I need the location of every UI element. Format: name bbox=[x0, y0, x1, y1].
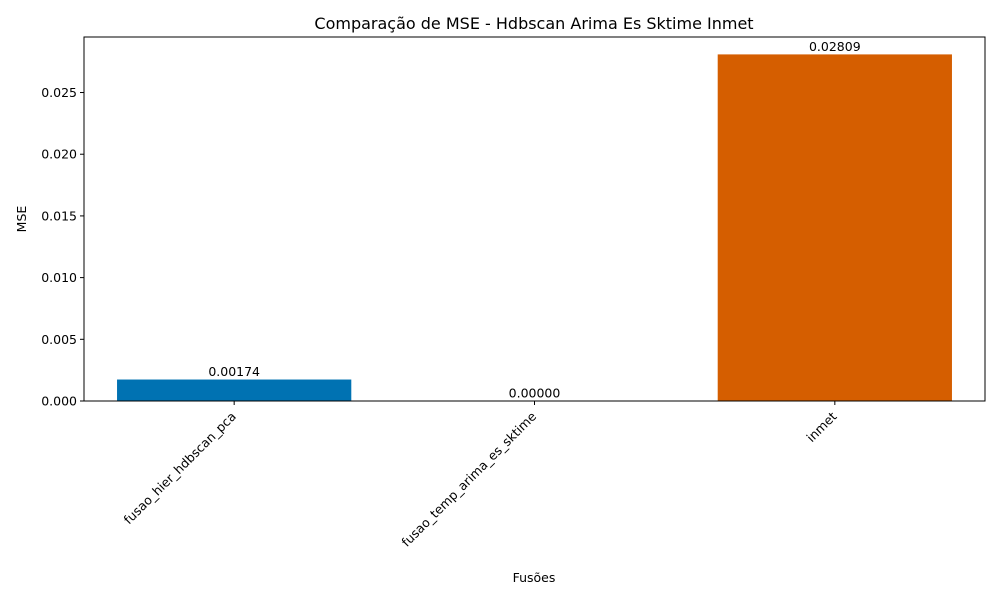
bar-value-label: 0.02809 bbox=[809, 39, 861, 54]
chart-title: Comparação de MSE - Hdbscan Arima Es Skt… bbox=[314, 14, 753, 33]
y-tick-label: 0.015 bbox=[41, 208, 77, 223]
y-tick-label: 0.020 bbox=[41, 147, 77, 162]
bar-value-label: 0.00000 bbox=[509, 386, 561, 401]
plot-frame bbox=[83, 36, 986, 402]
x-axis-label: Fusões bbox=[513, 570, 556, 585]
y-axis-label: MSE bbox=[14, 206, 29, 233]
bar bbox=[117, 379, 352, 401]
x-tick-label: fusao_temp_arima_es_sktime bbox=[398, 409, 539, 550]
bar bbox=[717, 54, 952, 402]
y-tick-label: 0.010 bbox=[41, 270, 77, 285]
y-tick-label: 0.005 bbox=[41, 332, 77, 347]
x-tick-label: fusao_hier_hdbscan_pca bbox=[121, 409, 239, 527]
bar-value-label: 0.00174 bbox=[208, 364, 260, 379]
y-tick-label: 0.000 bbox=[41, 394, 77, 409]
y-tick-label: 0.025 bbox=[41, 85, 77, 100]
x-tick-label: inmet bbox=[803, 409, 839, 445]
